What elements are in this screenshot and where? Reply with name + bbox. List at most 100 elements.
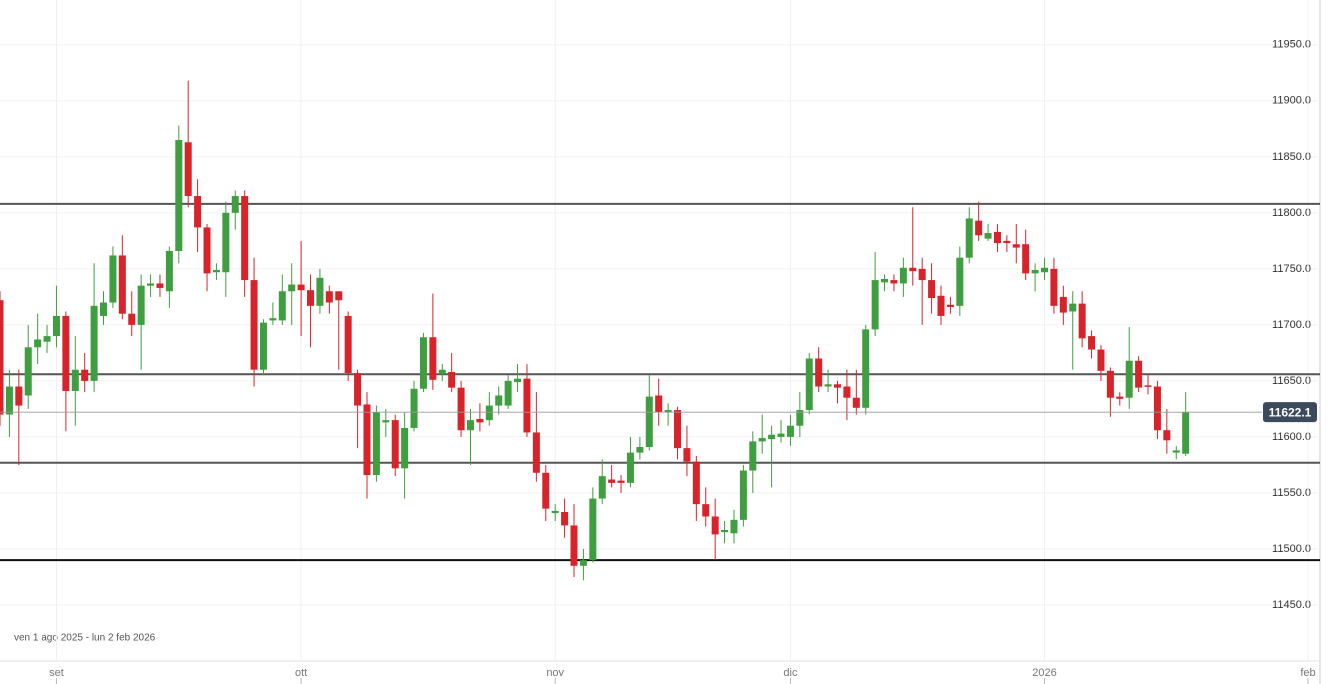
candle-body [231,196,239,213]
candle-body [899,267,907,284]
x-tick-label: feb [1300,667,1315,679]
candle-body [391,420,399,469]
candle-body [579,560,587,566]
candle-body [1135,360,1143,388]
candle-body [928,280,936,299]
candle-body [551,510,559,514]
candle-body [674,410,682,449]
candle-body [589,498,597,561]
candle-body [937,295,945,316]
candle-body [259,322,267,370]
date-range: ven 1 ago 2025 - lun 2 feb 2026 [14,633,156,644]
candle-body [777,433,785,437]
candle-body [1041,267,1049,273]
candle-body [1069,303,1077,312]
y-tick-label: 11500.0 [1272,543,1311,555]
candle-body [156,283,164,288]
candle-body [363,404,371,476]
candle-body [805,358,813,411]
y-tick-label: 11550.0 [1272,487,1311,499]
candle-body [730,519,738,534]
x-tick-label: 2026 [1032,667,1056,679]
candle-body [128,313,136,325]
candle-body [448,371,456,388]
candle-body [307,290,315,306]
candle-body [683,448,691,462]
candle-body [862,329,870,408]
candle-body [881,278,889,283]
candle-body [786,425,794,437]
candle-body [758,438,766,442]
candle-body [269,318,277,321]
candle-body [1182,412,1190,454]
candle-body [372,412,380,476]
candle-body [1012,244,1020,248]
candle-body [1031,270,1039,274]
candle-body [297,284,305,291]
candle-body [946,304,954,307]
candle-body [796,410,804,426]
candle-body [1106,370,1114,398]
candle-body [1153,386,1161,431]
candle-body [636,447,644,453]
candle-body [739,470,747,520]
candle-body [419,337,427,389]
y-tick-label: 11450.0 [1272,599,1311,611]
y-tick-label: 11750.0 [1272,263,1311,275]
candle-body [203,227,211,274]
candle-body [871,280,879,330]
candle-body [457,387,465,431]
x-tick-label: dic [783,667,798,679]
candle-body [749,441,757,471]
candle-body [495,395,503,406]
candle-body [1059,296,1067,313]
y-tick-label: 11600.0 [1272,431,1311,443]
candle-body [909,267,917,272]
x-tick-label: set [49,667,64,679]
candle-body [15,386,23,406]
candle-body [335,291,343,301]
candle-body [965,218,973,258]
candle-body [52,315,60,337]
candle-body [43,336,51,342]
candle-body [984,233,992,239]
candle-body [278,291,286,321]
candle-body [768,434,776,440]
candle-body [598,476,606,499]
candle-body [890,280,898,284]
candle-body [344,315,352,374]
candle-body [1003,240,1011,244]
candle-body [561,511,569,526]
candle-body [1116,396,1124,399]
candle-body [523,378,531,433]
candle-body [5,386,13,415]
candle-body [514,378,522,383]
candle-body [852,397,860,408]
last-price-tag [1263,402,1317,423]
candle-body [429,337,437,380]
candle-body [504,380,512,406]
candle-body [824,384,832,387]
candle-body [721,529,729,533]
candle-body [184,142,192,197]
candle-body [833,384,841,388]
candle-body [137,285,145,325]
candle-body [975,220,983,236]
candle-body [62,315,70,391]
candle-body [993,231,1001,244]
y-tick-label: 11900.0 [1272,95,1311,107]
candle-body [288,284,296,292]
candle-body [212,270,220,273]
candle-body [1050,268,1058,306]
candle-body [918,268,926,281]
candle-body [382,420,390,423]
candle-body [570,525,578,566]
last-price-label: 11622.1 [1269,405,1312,419]
candle-body [250,280,258,370]
candle-body [692,461,700,505]
candle-body [81,369,89,381]
candle-body [325,291,333,303]
candle-body [956,257,964,306]
